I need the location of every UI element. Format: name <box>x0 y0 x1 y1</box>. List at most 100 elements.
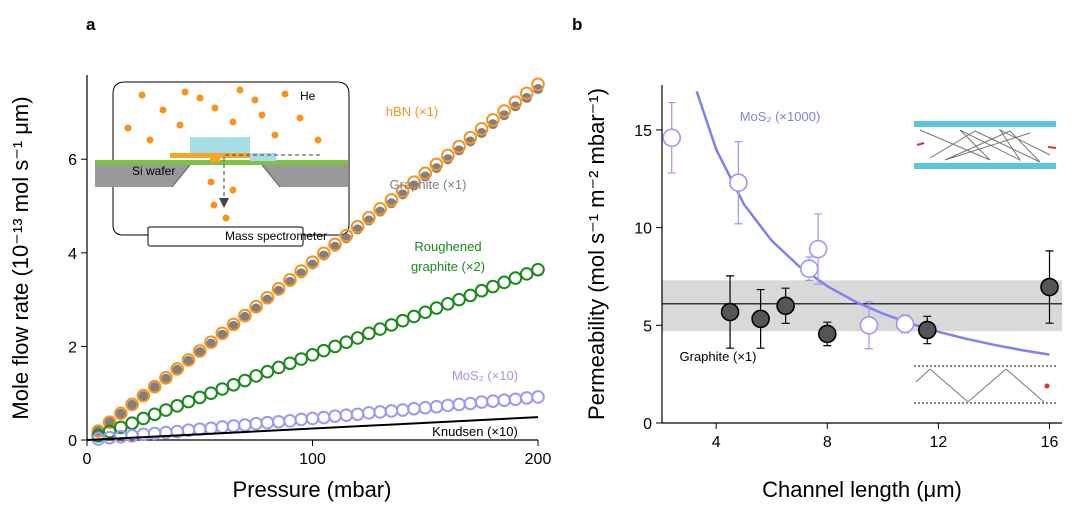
data-point <box>339 228 354 243</box>
y-tick-label: 15 <box>634 123 652 140</box>
y-tick-label: 5 <box>643 318 652 335</box>
data-point <box>350 407 365 422</box>
data-point <box>249 416 263 431</box>
data-point <box>533 84 543 95</box>
series-label: Graphite (×1) <box>679 349 757 364</box>
data-point <box>519 86 534 101</box>
x-tick-label: 8 <box>823 434 832 451</box>
data-point <box>407 309 421 324</box>
panel-label: a <box>86 15 96 34</box>
x-tick-label: 4 <box>712 434 721 451</box>
data-point <box>328 409 342 423</box>
data-point <box>362 406 376 420</box>
data-point <box>499 110 510 121</box>
data-point <box>149 382 160 393</box>
y-tick-label: 10 <box>634 221 652 238</box>
data-point <box>226 377 241 392</box>
data-point <box>160 373 171 384</box>
data-point <box>486 279 500 294</box>
data-point <box>510 101 521 112</box>
y-tick-label: 6 <box>68 152 77 169</box>
data-point <box>192 344 207 358</box>
data-point <box>429 399 444 414</box>
series-label: MoS₂ (×10) <box>451 368 519 383</box>
data-point <box>138 391 149 402</box>
data-point <box>249 369 263 383</box>
data-point <box>316 246 331 261</box>
data-point <box>350 331 365 345</box>
data-point <box>429 157 444 172</box>
data-point <box>508 392 523 407</box>
inset-label: Mass spectrometer <box>225 229 327 243</box>
data-point <box>808 239 828 259</box>
x-axis-label: Channel length (μm) <box>762 477 962 502</box>
data-point <box>395 403 410 417</box>
data-point <box>441 398 455 413</box>
y-axis-label: Mole flow rate (10⁻¹³ mol s⁻¹ μm) <box>8 96 33 419</box>
data-point <box>294 412 309 427</box>
y-tick-label: 0 <box>68 433 77 450</box>
data-point <box>215 382 230 396</box>
data-point <box>127 399 138 410</box>
data-point <box>384 318 399 332</box>
y-axis-label: Permeability (mol s⁻¹ m⁻² mbar⁻¹) <box>584 88 609 420</box>
data-point <box>260 364 275 379</box>
x-axis-label: Pressure (mbar) <box>233 477 392 502</box>
inset-label: He <box>300 89 316 103</box>
data-point <box>136 388 151 403</box>
data-point <box>418 305 433 320</box>
data-point <box>316 410 331 425</box>
data-point <box>452 397 466 412</box>
data-point <box>102 415 117 430</box>
x-tick-label: 12 <box>929 434 947 451</box>
data-point <box>373 405 387 419</box>
data-point <box>238 308 252 323</box>
data-point <box>519 267 534 281</box>
data-point <box>662 128 682 148</box>
data-point <box>531 262 545 277</box>
data-point <box>895 314 915 334</box>
data-point <box>720 302 740 322</box>
data-point <box>305 411 320 426</box>
data-point <box>384 193 399 207</box>
series-label: Knudsen (×10) <box>432 424 518 439</box>
data-point <box>239 311 250 322</box>
inset-setup <box>95 81 350 247</box>
data-point <box>294 264 309 278</box>
data-point <box>729 173 748 192</box>
data-point <box>519 391 534 405</box>
data-point <box>136 411 151 426</box>
data-point <box>817 324 837 344</box>
data-point <box>339 408 354 422</box>
data-point <box>474 283 489 298</box>
data-point <box>283 356 297 371</box>
data-point <box>283 273 297 287</box>
data-point <box>463 288 478 303</box>
data-point <box>226 317 241 332</box>
data-point <box>271 414 286 429</box>
data-point <box>283 414 297 428</box>
series-label: MoS₂ (×1000) <box>739 109 821 124</box>
data-point <box>776 296 795 316</box>
data-point <box>104 417 115 428</box>
data-point <box>226 419 241 433</box>
data-point <box>260 415 275 430</box>
data-point <box>102 424 117 439</box>
y-tick-label: 0 <box>643 416 652 433</box>
data-point <box>751 309 770 329</box>
data-point <box>463 130 478 145</box>
data-point <box>125 416 139 430</box>
data-point <box>531 390 545 404</box>
data-point <box>159 370 173 385</box>
data-point <box>859 316 879 335</box>
data-point <box>395 313 410 328</box>
data-point <box>463 396 478 411</box>
data-point <box>238 373 252 388</box>
data-point <box>206 338 217 349</box>
data-point <box>316 343 331 358</box>
data-point <box>486 394 500 408</box>
data-point <box>441 148 455 163</box>
data-point <box>147 379 162 394</box>
data-point <box>194 347 205 358</box>
